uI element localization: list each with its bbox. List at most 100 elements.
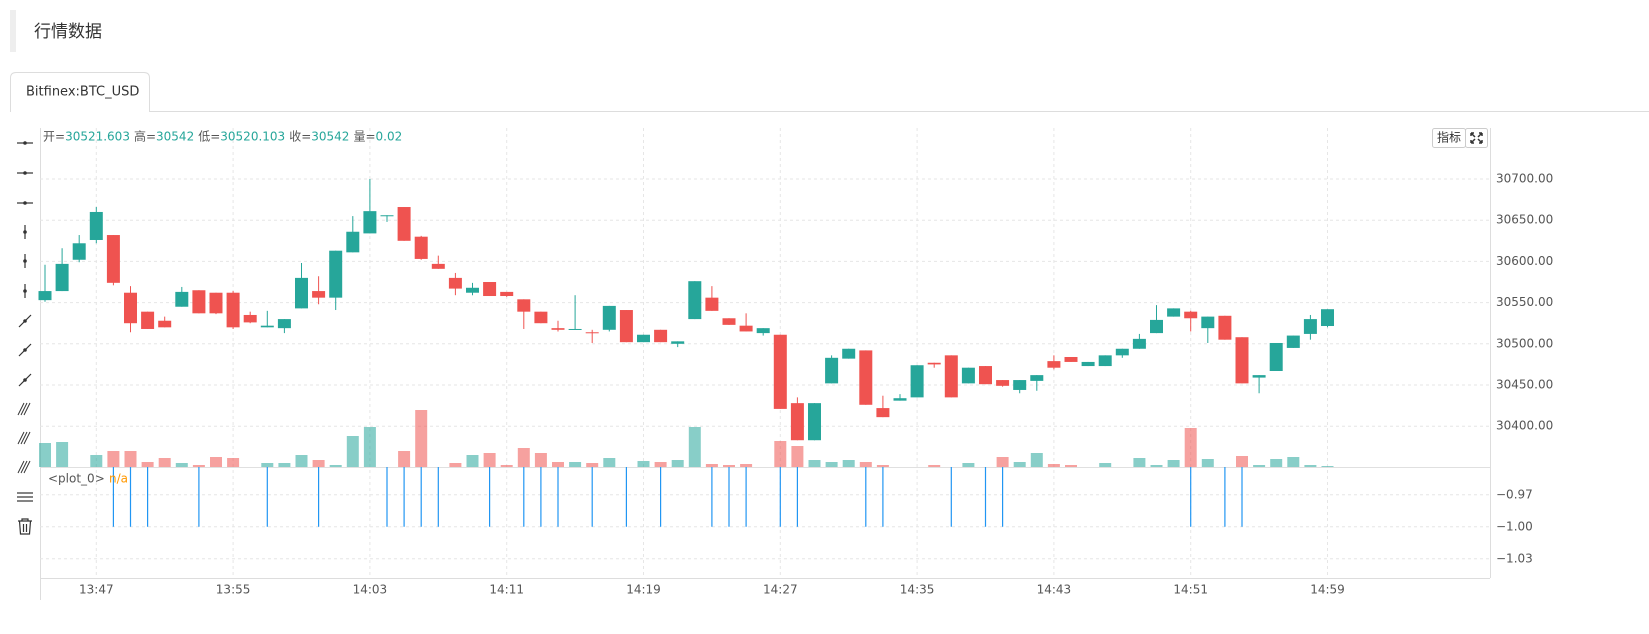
volume-bar [278, 463, 291, 467]
volume-bar [517, 448, 530, 467]
tool-icon [18, 518, 32, 535]
tool-icon [23, 378, 27, 382]
candle-body [346, 231, 360, 253]
candle-body [739, 325, 753, 332]
x-tick-label: 14:03 [353, 583, 388, 597]
volume-bar [500, 465, 513, 467]
volume-bar [210, 457, 222, 467]
indicator-button-label[interactable]: 指标 [1437, 130, 1461, 145]
candle-body [72, 243, 86, 260]
candle-body [192, 290, 206, 314]
candle-body [876, 408, 890, 418]
indicator-status: n/a [109, 472, 128, 486]
candle-body [226, 292, 240, 328]
candle-body [1286, 335, 1300, 348]
candle-body [688, 281, 702, 320]
volume-bar [637, 461, 650, 467]
candle-body [295, 277, 308, 309]
volume-bar [39, 443, 51, 467]
candle-body [277, 319, 291, 329]
x-tick-label: 14:19 [626, 583, 661, 597]
candle-body [671, 341, 685, 344]
x-tick-label: 14:51 [1173, 583, 1208, 597]
candle-body [483, 282, 497, 297]
candle-body [859, 350, 873, 405]
volume-bar [56, 442, 69, 467]
tool-icon [17, 402, 25, 416]
tool-icon [23, 460, 31, 474]
volume-bar [671, 460, 684, 467]
y-tick-label: 30550.00 [1496, 295, 1553, 309]
tool-icon [23, 230, 27, 234]
legend-value: 30520.103 [220, 130, 285, 144]
y2-tick-label: −1.03 [1496, 551, 1533, 565]
candle-body [1132, 338, 1146, 349]
tab-label[interactable]: Bitfinex:BTC_USD [26, 85, 139, 100]
x-tick-label: 14:11 [489, 583, 524, 597]
candle-body [209, 292, 223, 314]
candle-body [927, 362, 941, 365]
candle-body [363, 211, 377, 234]
candle-body [175, 291, 189, 307]
tool-icon [23, 201, 27, 205]
volume-bar [1065, 465, 1077, 467]
volume-bar [312, 460, 325, 467]
page-title: 行情数据 [34, 22, 102, 42]
candle-body [568, 328, 582, 330]
volume-bar [654, 462, 667, 467]
volume-bar [1013, 462, 1026, 467]
volume-bar [740, 464, 753, 467]
tool-icon [23, 348, 27, 352]
legend-label: 低= [198, 130, 220, 144]
y-tick-label: 30650.00 [1496, 213, 1553, 227]
candle-body [585, 332, 599, 334]
candle-body [1150, 319, 1163, 334]
tool-icon [23, 259, 27, 263]
candle-body [961, 367, 975, 384]
volume-bar [261, 463, 274, 467]
candle-body [124, 292, 137, 324]
volume-bar [1030, 453, 1043, 467]
volume-bar [552, 462, 564, 467]
volume-bar [90, 455, 103, 467]
legend-label: 收= [289, 130, 311, 144]
volume-bar [398, 451, 411, 467]
candle-body [1235, 337, 1249, 384]
volume-bar [141, 462, 154, 467]
volume-bar [1150, 465, 1163, 467]
candle-body [619, 310, 633, 343]
volume-bar [1184, 428, 1197, 467]
candle-body [602, 305, 616, 330]
y-tick-label: 30400.00 [1496, 419, 1553, 433]
candle-body [1064, 356, 1078, 362]
x-tick-label: 14:59 [1310, 583, 1345, 597]
candle-body [1184, 311, 1198, 319]
fullscreen-button[interactable] [1465, 128, 1488, 148]
tool-icon [20, 460, 28, 474]
volume-bar [449, 463, 462, 467]
y-tick-label: 30700.00 [1496, 172, 1553, 186]
candle-body [260, 325, 274, 328]
candle-body [1115, 348, 1129, 356]
candle-body [637, 334, 650, 343]
volume-bar [808, 460, 821, 467]
x-tick-label: 13:55 [216, 583, 251, 597]
candle-body [979, 366, 992, 385]
volume-bar [876, 465, 889, 467]
volume-bar [1253, 465, 1266, 467]
volume-bar [825, 462, 838, 467]
volume-bar [1304, 465, 1317, 467]
tool-icon [17, 460, 25, 474]
y-tick-label: 30450.00 [1496, 378, 1553, 392]
candle-body [89, 211, 103, 240]
volume-bar [791, 446, 804, 467]
volume-bar [996, 457, 1009, 467]
tab[interactable] [10, 72, 150, 113]
candle-body [1167, 308, 1181, 317]
fullscreen-icon [1470, 132, 1483, 144]
candle-body [414, 236, 428, 259]
y-tick-label: 30600.00 [1496, 254, 1553, 268]
candle-body [893, 398, 907, 401]
volume-bar [1270, 459, 1283, 467]
